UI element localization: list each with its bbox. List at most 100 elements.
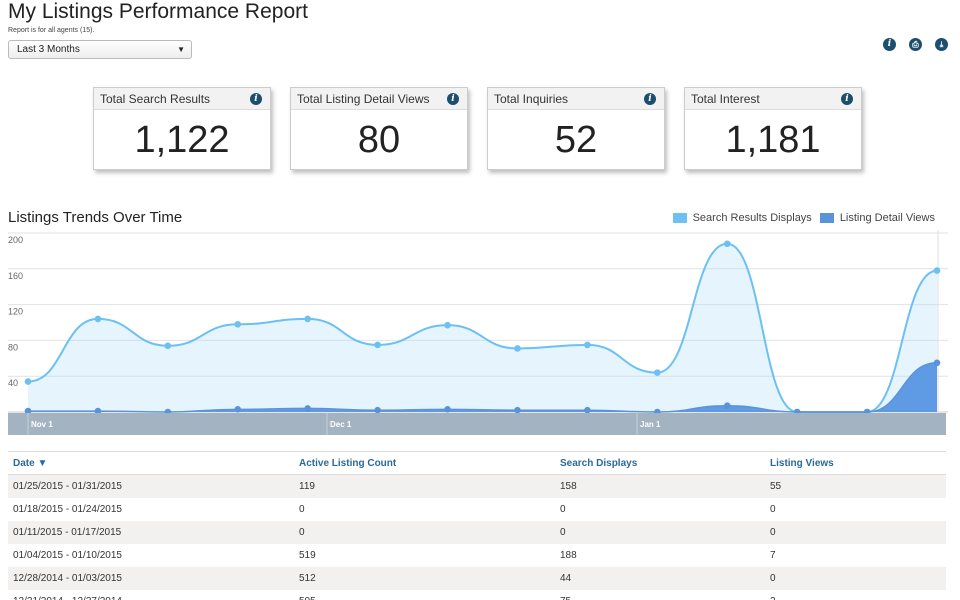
series-point-0 [514,345,521,352]
cell-date: 01/25/2015 - 01/31/2015 [8,474,294,498]
chart-title: Listings Trends Over Time [8,209,183,226]
series-point-1 [374,406,381,414]
series-point-1 [234,406,242,413]
cell-date: 01/04/2015 - 01/10/2015 [13,549,122,561]
stat-label: Total Search Results [100,92,211,106]
legend-swatch [819,213,834,223]
cell-date: 12/21/2014 - 12/27/2014 [8,590,294,600]
series-point-0 [164,342,172,350]
cell-active-count: 119 [294,474,555,498]
table-row: 01/04/2015 - 01/10/2015 519 188 7 [8,544,946,567]
series-point-0 [94,315,102,323]
info-icon[interactable]: i [644,93,656,105]
table-row: 12/28/2014 - 01/03/2015 512 44 0 [8,566,946,590]
series-point-1 [933,359,941,367]
trend-chart: 200 160 120 80 40 Nov 1 Dec 1 Jan 1 [8,230,948,435]
cell-active-count: 519 [299,549,316,561]
x-tick-label: Jan 1 [640,420,661,429]
column-header-date[interactable]: Date ▼ [8,451,294,475]
series-point-1 [304,405,311,412]
legend-swatch [672,213,687,223]
series-point-1 [444,406,451,413]
series-point-1 [24,407,32,415]
cell-listing-views: 0 [765,566,946,590]
cell-listing-views: 55 [765,474,946,498]
cell-active-count: 512 [294,566,555,590]
info-icon[interactable]: i [883,38,896,51]
stat-label: Total Listing Detail Views [297,92,430,106]
info-icon[interactable]: i [250,93,262,105]
stat-card-inquiries: Total Inquiries i 52 [487,87,665,170]
cell-search-displays: 44 [555,566,765,590]
stat-label: Total Interest [691,92,760,106]
cell-listing-views: 2 [765,590,946,600]
x-axis-band [8,413,946,435]
period-select[interactable]: Last 3 Months ▼ [8,40,192,59]
stat-card-interest: Total Interest i 1,181 [684,87,862,170]
print-icon[interactable]: ⎙ [909,38,922,51]
series-point-0 [444,321,451,329]
cell-listing-views: 0 [770,503,776,515]
series-point-1 [584,406,591,414]
stat-value: 52 [554,119,598,161]
cell-date: 01/18/2015 - 01/24/2015 [13,503,122,515]
legend-item-detail-views[interactable]: Listing Detail Views [819,212,935,224]
cell-active-count: 505 [294,590,555,600]
legend-item-search-results[interactable]: Search Results Displays [672,212,812,224]
chevron-down-icon: ▼ [177,45,185,54]
info-icon[interactable]: i [841,93,853,105]
download-icon[interactable]: ⤓ [935,38,948,51]
series-point-1 [723,402,731,410]
cell-search-displays: 75 [555,590,765,600]
cell-active-count: 0 [294,520,555,544]
column-header-active-listing-count[interactable]: Active Listing Count [294,451,555,475]
y-tick-label: 160 [8,271,23,281]
report-actions: i ⎙ ⤓ [883,38,948,51]
column-header-listing-views[interactable]: Listing Views [765,451,946,475]
stat-card-search-results: Total Search Results i 1,122 [93,87,271,170]
chart-legend: Search Results Displays Listing Detail V… [672,212,935,224]
y-tick-label: 40 [8,378,18,388]
x-tick-label: Dec 1 [330,420,352,429]
table-row: 01/18/2015 - 01/24/2015 0 0 0 [8,498,946,521]
series-point-0 [933,267,941,274]
cell-date: 01/11/2015 - 01/17/2015 [8,520,294,544]
column-header-search-displays[interactable]: Search Displays [555,451,765,475]
stat-value: 1,181 [725,119,821,161]
cell-listing-views: 0 [765,520,946,544]
cell-date: 12/28/2014 - 01/03/2015 [8,566,294,590]
x-tick-label: Nov 1 [31,420,53,429]
y-tick-label: 120 [8,307,23,317]
cell-search-displays: 188 [560,549,577,561]
table-row: 12/21/2014 - 12/27/2014 505 75 2 [8,590,946,600]
series-point-0 [24,378,32,385]
period-select-value: Last 3 Months [17,44,80,55]
cell-search-displays: 0 [555,520,765,544]
series-point-1 [514,406,521,414]
y-tick-label: 80 [8,342,18,352]
weekly-stats-table: Date ▼ Active Listing Count Search Displ… [8,451,946,600]
cell-search-displays: 158 [555,474,765,498]
cell-search-displays: 0 [560,503,566,515]
table-row: 01/11/2015 - 01/17/2015 0 0 0 [8,520,946,544]
legend-label: Search Results Displays [692,212,812,224]
stat-value: 80 [357,119,401,161]
table-row: 01/25/2015 - 01/31/2015 119 158 55 [8,474,946,498]
series-point-0 [374,341,381,349]
series-point-0 [723,240,731,248]
info-icon[interactable]: i [447,93,459,105]
stat-value: 1,122 [134,119,230,161]
cell-active-count: 0 [299,503,305,515]
page-title: My Listings Performance Report [8,0,308,23]
report-scope-note: Report is for all agents (15). [8,27,95,34]
series-point-0 [304,315,311,323]
stat-label: Total Inquiries [494,92,569,106]
series-point-0 [584,341,591,349]
stat-card-detail-views: Total Listing Detail Views i 80 [290,87,468,170]
series-area-0 [28,243,937,412]
y-tick-label: 200 [8,235,23,245]
series-point-1 [94,407,102,415]
legend-label: Listing Detail Views [839,212,935,224]
series-point-0 [654,369,661,376]
cell-listing-views: 7 [770,549,776,561]
